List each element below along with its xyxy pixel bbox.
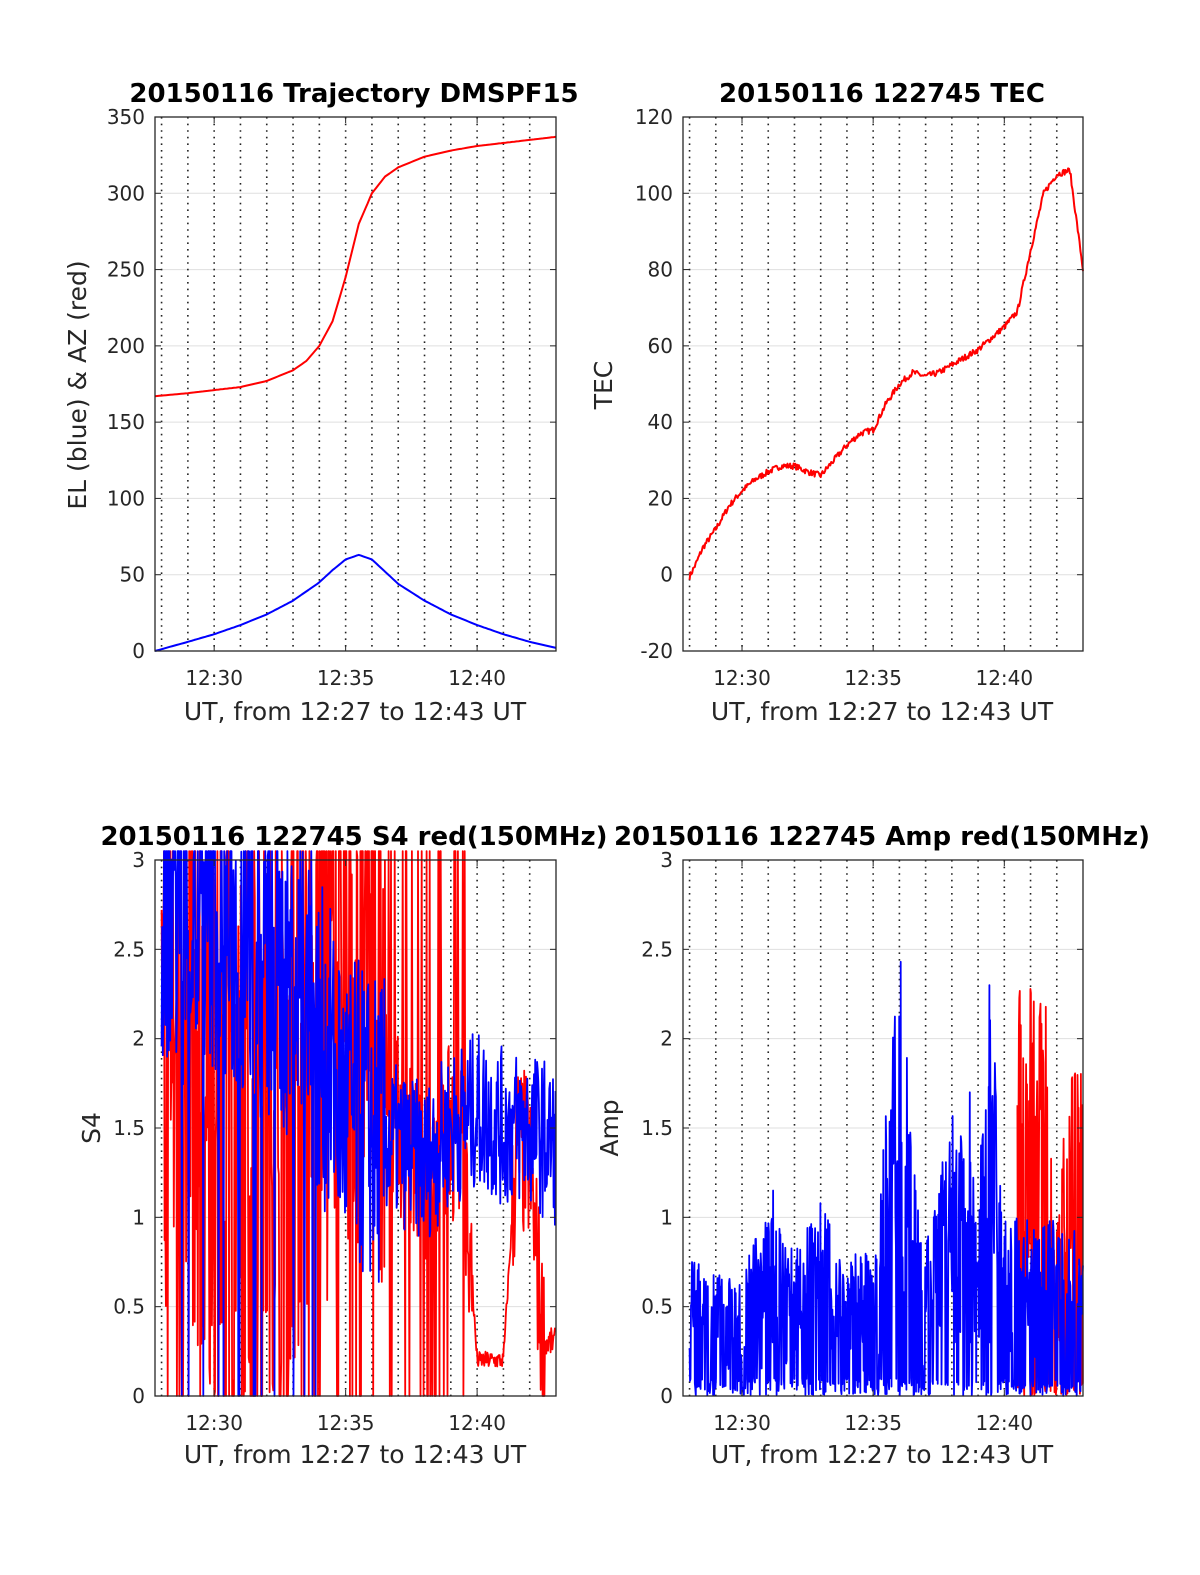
chart-title: 20150116 122745 S4 red(150MHz) — [100, 822, 607, 852]
y-axis-label: EL (blue) & AZ (red) — [63, 260, 92, 509]
plot-frame — [682, 116, 1084, 652]
x-axis-label: UT, from 12:27 to 12:43 UT — [711, 1440, 1054, 1469]
x-tick-label: 12:30 — [713, 1411, 771, 1435]
y-tick-label: 350 — [107, 105, 145, 129]
panel-amp: 20150116 122745 Amp red(150MHz) 0 0.5 1 1.5… — [595, 822, 1150, 1469]
x-tick-label: 12:30 — [185, 1411, 243, 1435]
y-tick-label: 200 — [107, 334, 145, 358]
chart-title: 20150116 Trajectory DMSPF15 — [129, 79, 578, 109]
y-tick-label: 1 — [132, 1205, 145, 1229]
y-tick-label: 60 — [648, 334, 673, 358]
y-tick-label: 80 — [648, 258, 673, 282]
y-tick-label: 0 — [660, 1384, 673, 1408]
plot-frame — [154, 116, 557, 652]
y-tick-label: 0 — [132, 639, 145, 663]
series-line — [160, 850, 557, 1397]
chart-title: 20150116 122745 Amp red(150MHz) — [614, 822, 1150, 852]
y-axis-label: TEC — [589, 361, 618, 411]
y-tick-label: 40 — [648, 410, 673, 434]
y-tick-label: 0.5 — [113, 1295, 145, 1319]
y-tick-label: 2 — [660, 1027, 673, 1051]
y-tick-label: -20 — [640, 639, 673, 663]
y-tick-label: 20 — [648, 486, 673, 510]
x-tick-label: 12:30 — [185, 666, 243, 690]
y-tick-label: 3 — [132, 848, 145, 872]
x-tick-label: 12:35 — [317, 666, 375, 690]
panel-tec: 20150116 122745 TEC -20 0 20 40 60 80 100 120 1… — [589, 79, 1084, 726]
x-tick-label: 12:40 — [975, 1411, 1033, 1435]
x-axis-label: UT, from 12:27 to 12:43 UT — [184, 697, 527, 726]
y-axis-label: S4 — [77, 1112, 106, 1144]
y-tick-label: 300 — [107, 181, 145, 205]
x-tick-label: 12:30 — [713, 666, 771, 690]
series-line — [688, 167, 1084, 580]
y-tick-label: 0.5 — [641, 1295, 673, 1319]
y-tick-label: 1 — [660, 1205, 673, 1229]
x-tick-label: 12:40 — [448, 1411, 506, 1435]
x-axis-label: UT, from 12:27 to 12:43 UT — [184, 1440, 527, 1469]
y-tick-label: 2.5 — [113, 937, 145, 961]
y-tick-label: 100 — [635, 181, 673, 205]
y-tick-label: 0 — [660, 563, 673, 587]
x-tick-label: 12:40 — [448, 666, 506, 690]
y-tick-label: 120 — [635, 105, 673, 129]
chart-title: 20150116 122745 TEC — [719, 79, 1045, 109]
series-line — [688, 960, 1084, 1397]
y-tick-label: 0 — [132, 1384, 145, 1408]
y-tick-label: 3 — [660, 848, 673, 872]
y-tick-label: 2 — [132, 1027, 145, 1051]
y-tick-label: 100 — [107, 486, 145, 510]
y-tick-label: 2.5 — [641, 937, 673, 961]
series-line — [154, 553, 557, 652]
x-tick-label: 12:35 — [844, 1411, 902, 1435]
y-tick-label: 250 — [107, 258, 145, 282]
x-axis-label: UT, from 12:27 to 12:43 UT — [711, 697, 1054, 726]
y-tick-label: 50 — [120, 563, 145, 587]
panel-trajectory: 20150116 Trajectory DMSPF15 0 50 100 150 200… — [63, 79, 579, 726]
x-tick-label: 12:35 — [317, 1411, 375, 1435]
y-tick-label: 150 — [107, 410, 145, 434]
x-tick-label: 12:35 — [844, 666, 902, 690]
y-axis-label: Amp — [595, 1099, 624, 1156]
y-tick-label: 1.5 — [641, 1116, 673, 1140]
panel-s4: 20150116 122745 S4 red(150MHz) 0 0.5 1 1.5 2… — [77, 822, 608, 1469]
series-line — [154, 135, 557, 398]
y-tick-label: 1.5 — [113, 1116, 145, 1140]
x-tick-label: 12:40 — [975, 666, 1033, 690]
